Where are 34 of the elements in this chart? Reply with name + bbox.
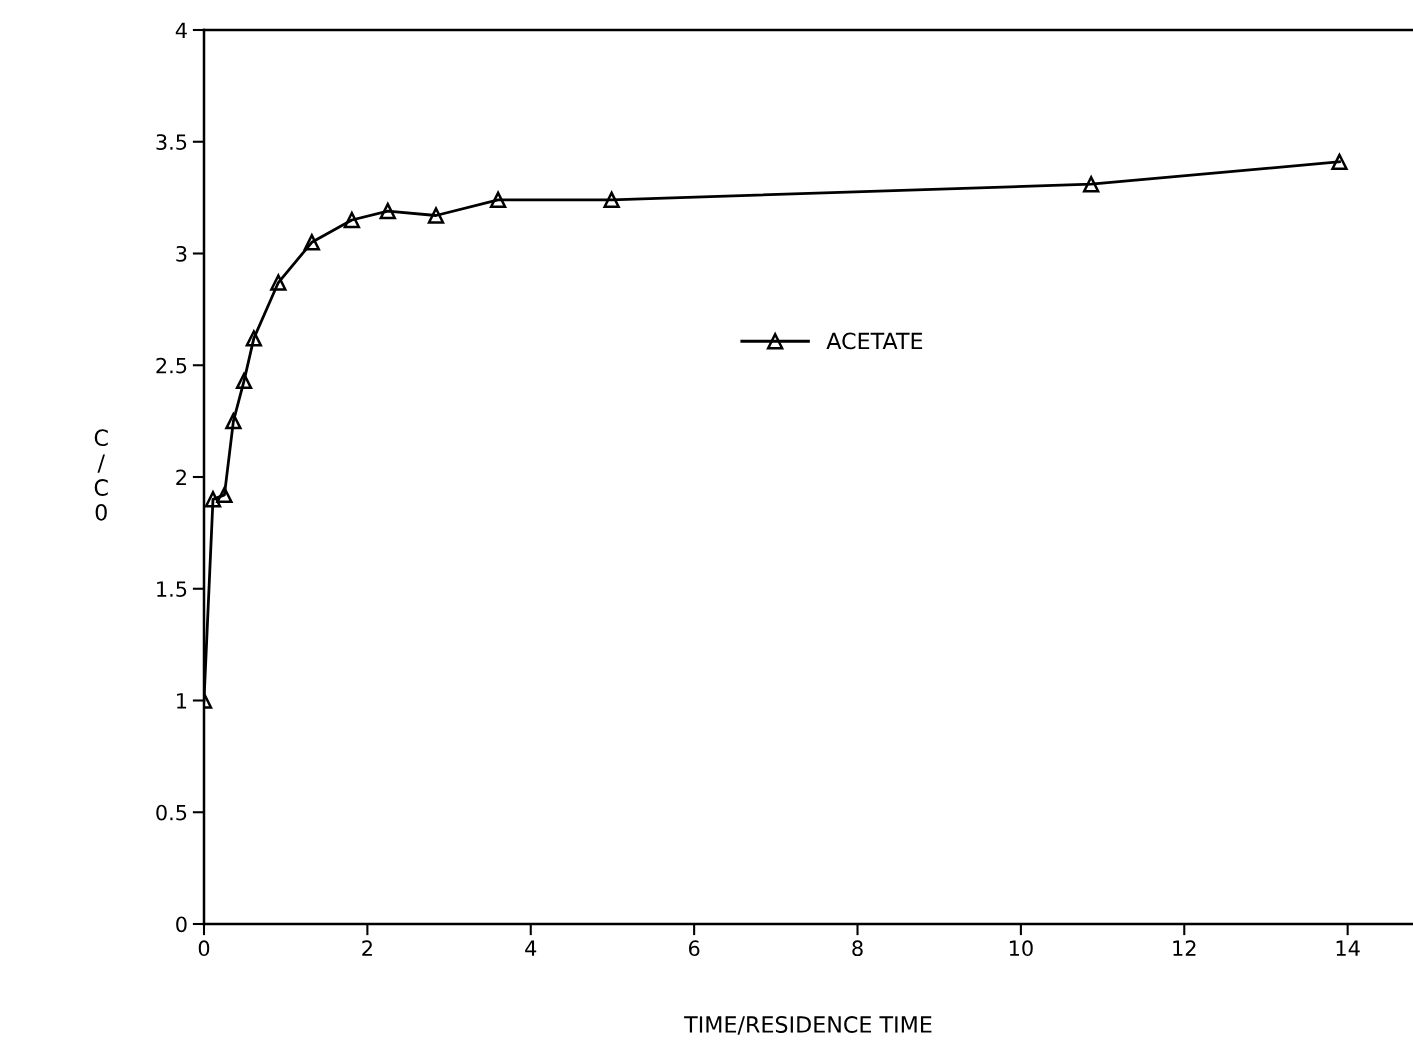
x-tick-label: 4 [525, 940, 537, 956]
point [343, 211, 361, 229]
y-tick-label: 1 [177, 693, 187, 709]
point [603, 191, 620, 209]
point [270, 274, 287, 291]
point [235, 372, 253, 390]
point [1331, 153, 1348, 171]
x-tick-label: 12 [1173, 940, 1196, 956]
y-tick-label: 1.5 [157, 581, 187, 597]
legend-label: ACETATE [826, 332, 923, 350]
point [427, 207, 445, 224]
x-tick-label: 0 [198, 940, 210, 957]
x-tick-label: 14 [1336, 940, 1360, 956]
point [1082, 176, 1100, 193]
y-tick-label: 2 [176, 469, 186, 485]
point [245, 330, 263, 347]
point [225, 412, 242, 430]
y-tick-label: 0.5 [156, 804, 187, 821]
point [216, 486, 233, 504]
y-tick-label: 3 [176, 245, 187, 262]
y-tick-label: 3.5 [156, 134, 187, 150]
point [379, 202, 396, 220]
x-tick-label: 2 [362, 940, 372, 956]
y-tick-label: 0 [176, 916, 187, 933]
y-tick-label: 4 [175, 22, 187, 38]
point [489, 191, 507, 209]
point [204, 491, 222, 508]
x-tick-label: 8 [852, 940, 863, 957]
point [303, 234, 321, 251]
x-tick-label: 10 [1009, 940, 1033, 957]
y-tick-label: 2.5 [156, 357, 187, 374]
x-axis-title: TIME/RESIDENCE TIME [684, 1016, 932, 1035]
y-axis-title: C/C0 [94, 429, 108, 521]
x-tick-label: 6 [688, 940, 700, 957]
